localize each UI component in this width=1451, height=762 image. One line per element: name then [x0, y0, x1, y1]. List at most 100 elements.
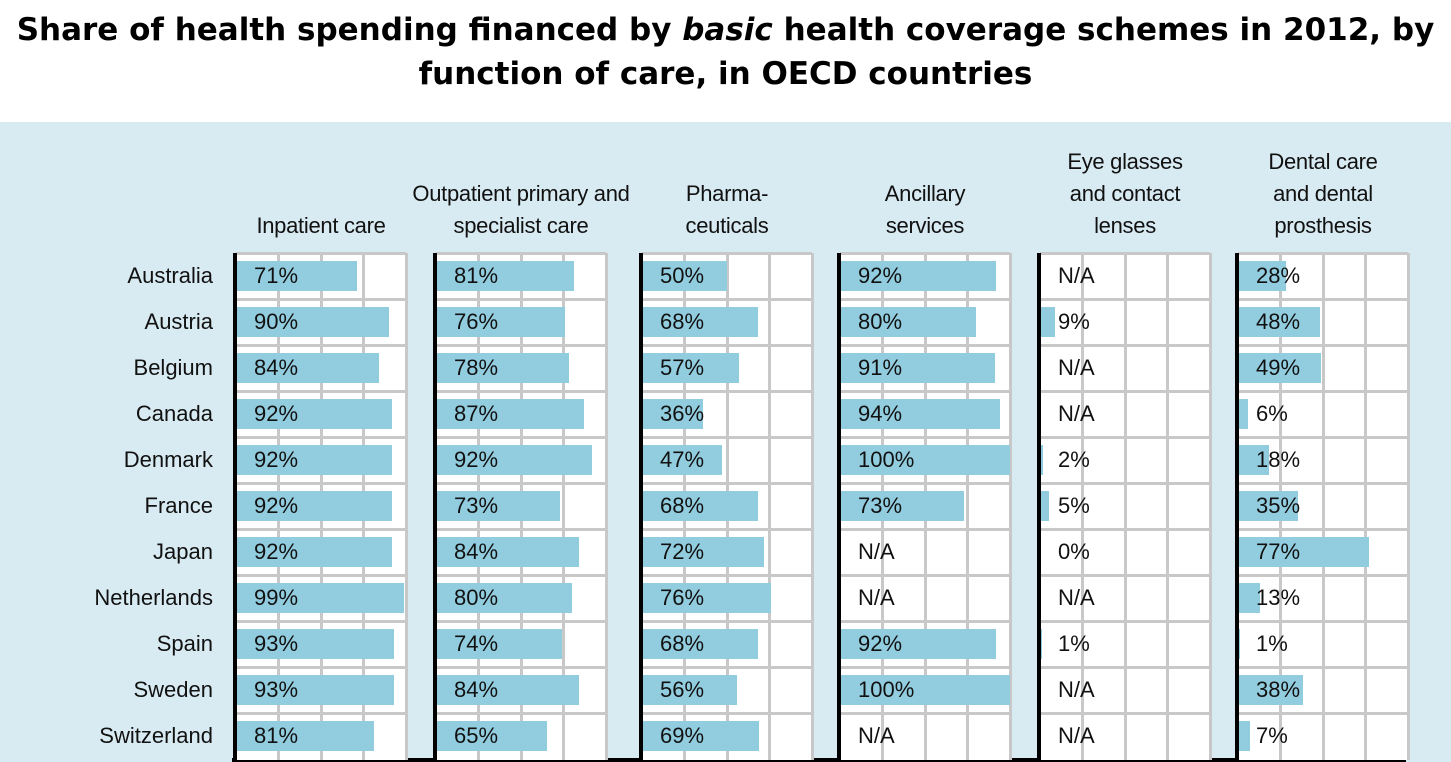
series-header: Pharma- ceuticals [685, 181, 769, 238]
data-label: 47% [660, 447, 705, 472]
country-label: Canada [135, 401, 213, 426]
data-label: 92% [254, 539, 299, 564]
bar [236, 583, 405, 613]
data-label: N/A [1058, 677, 1095, 702]
country-label: Japan [153, 539, 213, 564]
bar [642, 445, 722, 475]
bar [1040, 307, 1056, 337]
gridline-horizontal [236, 527, 406, 531]
data-label: N/A [1058, 263, 1095, 288]
country-label: Austria [144, 309, 213, 334]
bar [236, 353, 379, 383]
gridline-horizontal [642, 527, 812, 531]
data-label: 93% [254, 677, 299, 702]
bar [236, 445, 393, 475]
data-label: 81% [254, 723, 299, 748]
data-label: 65% [454, 723, 499, 748]
bar [642, 307, 758, 337]
gridline-vertical [1321, 253, 1325, 760]
plot-area: Australia Austria Belgium Canada Denmark Fran… [0, 122, 1451, 762]
y-axis-line [1235, 253, 1239, 760]
gridline-vertical [768, 253, 771, 760]
data-label: 13% [1256, 585, 1301, 610]
data-label: 56% [660, 677, 705, 702]
gridline-horizontal [1040, 711, 1210, 715]
data-label: 18% [1256, 447, 1301, 472]
bar [642, 583, 772, 613]
gridline-horizontal [436, 573, 606, 577]
data-label: 80% [858, 309, 903, 334]
gridline-vertical [810, 253, 814, 760]
data-label: 35% [1256, 493, 1301, 518]
bar [436, 353, 569, 383]
bar [840, 445, 1010, 475]
gridline-horizontal [642, 619, 812, 623]
bar [1238, 537, 1369, 567]
data-label: 80% [454, 585, 499, 610]
gridline-vertical [1008, 253, 1012, 760]
bar [840, 675, 1010, 705]
gridline-vertical [1208, 253, 1212, 760]
panel-0: 71% 90% 84% 92% 92% 92% 92% 99% 93% 93% 81% [233, 252, 408, 760]
gridline-vertical [1081, 253, 1084, 760]
y-axis-line [1037, 253, 1041, 760]
bar [1040, 445, 1044, 475]
data-label: 84% [254, 355, 299, 380]
gridline-horizontal [436, 297, 606, 301]
data-label: 28% [1256, 263, 1301, 288]
bar [642, 261, 727, 291]
data-label: 50% [660, 263, 705, 288]
data-label: 69% [660, 723, 705, 748]
bar [1238, 675, 1303, 705]
data-label: 99% [254, 585, 299, 610]
bar [236, 261, 357, 291]
data-label: 68% [660, 631, 705, 656]
data-label: 36% [660, 401, 705, 426]
gridline-horizontal [1238, 481, 1408, 485]
data-label: 74% [454, 631, 499, 656]
bar [642, 353, 739, 383]
data-label: 90% [254, 309, 299, 334]
data-label: 1% [1256, 631, 1288, 656]
gridline-horizontal [436, 389, 606, 393]
bar [236, 537, 393, 567]
gridline-horizontal [1238, 297, 1408, 301]
bar [236, 307, 389, 337]
gridline-horizontal [840, 252, 1010, 255]
data-label: 72% [660, 539, 705, 564]
data-label: 84% [454, 677, 499, 702]
country-label: Spain [156, 631, 213, 656]
panel-3: 92% 80% 91% 94% 100% 73% N/A N/A 92% 100% N/A [837, 252, 1012, 760]
gridline-vertical [404, 253, 408, 760]
gridline-horizontal [840, 527, 1010, 531]
gridline-vertical [1166, 253, 1169, 760]
data-label: 92% [858, 631, 903, 656]
series-header: Ancillary services [884, 181, 966, 238]
data-label: 92% [254, 447, 299, 472]
data-label: 100% [858, 677, 915, 702]
bar [436, 583, 572, 613]
gridline-horizontal [1238, 389, 1408, 393]
bar [1238, 399, 1249, 429]
data-label: 81% [454, 263, 499, 288]
bar [642, 537, 765, 567]
bar [436, 491, 561, 521]
data-label: N/A [858, 585, 895, 610]
gridline-horizontal [642, 573, 812, 577]
data-label: 49% [1256, 355, 1301, 380]
gridline-horizontal [840, 435, 1010, 439]
gridline-horizontal [840, 481, 1010, 485]
data-label: 94% [858, 401, 903, 426]
gridline-horizontal [236, 481, 406, 485]
data-label: 57% [660, 355, 705, 380]
bar [436, 537, 579, 567]
data-label: 38% [1256, 677, 1301, 702]
series-header: Dental care and dental prosthesis [1268, 149, 1378, 238]
data-label: 48% [1256, 309, 1301, 334]
bar [236, 675, 395, 705]
gridline-horizontal [840, 297, 1010, 301]
data-label: 71% [254, 263, 299, 288]
data-label: 92% [254, 493, 299, 518]
bar [436, 261, 574, 291]
series-header: Inpatient care [256, 213, 386, 238]
